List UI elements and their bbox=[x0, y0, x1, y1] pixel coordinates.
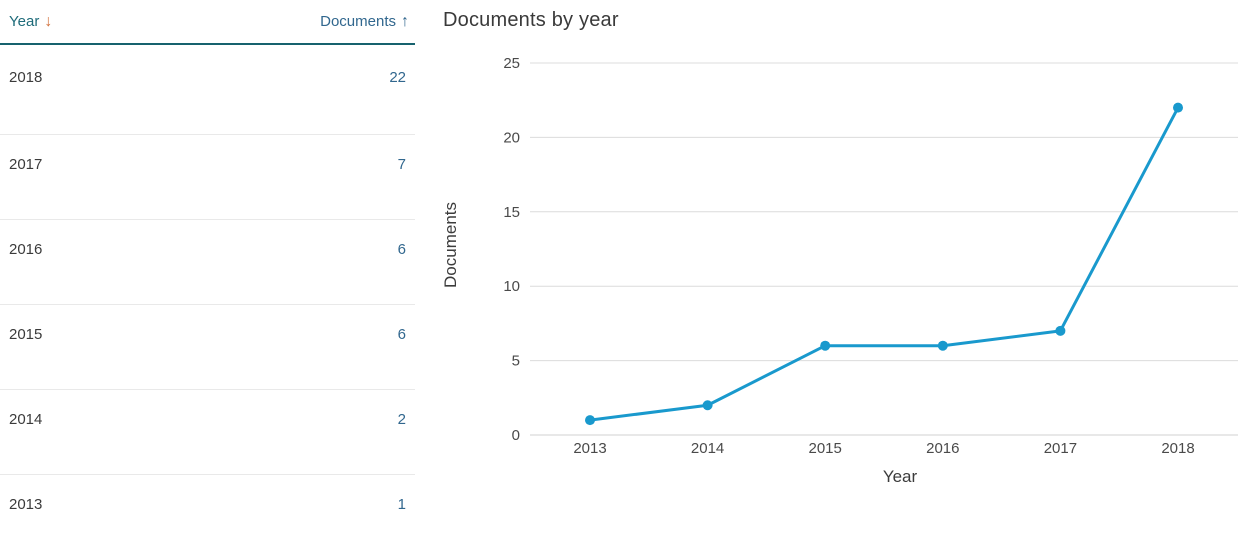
documents-count-link[interactable]: 2 bbox=[397, 411, 406, 428]
documents-count-link[interactable]: 22 bbox=[389, 69, 406, 86]
sort-ascending-arrow-icon: ↑ bbox=[401, 12, 409, 30]
documents-by-year-chart: Documents by year 0 5 10 15 20 25 2013 2014 2015… bbox=[430, 0, 1242, 511]
year-cell: 2017 bbox=[9, 156, 43, 173]
documents-column-header-label: Documents bbox=[320, 13, 396, 30]
data-point-2016[interactable] bbox=[937, 340, 948, 351]
sort-descending-arrow-icon: ↓ bbox=[44, 12, 53, 30]
y-tick-label: 5 bbox=[512, 353, 520, 370]
table-row: 2015 6 bbox=[0, 305, 415, 390]
line-chart: 0 5 10 15 20 25 2013 2014 2015 2016 2017 2018 Year Do… bbox=[441, 55, 1238, 486]
series-line bbox=[588, 106, 1180, 422]
x-tick-label: 2013 bbox=[573, 440, 606, 457]
documents-count-link[interactable]: 1 bbox=[397, 496, 406, 513]
sort-by-documents-button[interactable]: Documents ↑ bbox=[320, 12, 409, 30]
x-tick-label: 2014 bbox=[691, 440, 724, 457]
y-tick-label: 0 bbox=[512, 427, 520, 444]
y-tick-label: 20 bbox=[503, 129, 520, 146]
year-cell: 2015 bbox=[9, 326, 43, 343]
y-tick-label: 15 bbox=[503, 204, 520, 221]
year-column-header-label: Year bbox=[9, 13, 40, 30]
data-point-2018[interactable] bbox=[1173, 102, 1183, 113]
documents-count-link[interactable]: 6 bbox=[397, 326, 406, 343]
data-point-2015[interactable] bbox=[820, 340, 831, 351]
sort-by-year-button[interactable]: Year ↓ bbox=[9, 12, 53, 30]
x-axis-title: Year bbox=[883, 467, 918, 486]
x-tick-label: 2018 bbox=[1161, 440, 1194, 457]
documents-by-year-table: Year ↓ Documents ↑ 2018 22 2017 7 2016 6… bbox=[0, 0, 415, 513]
year-cell: 2014 bbox=[9, 411, 43, 428]
y-tick-label: 10 bbox=[503, 278, 520, 295]
table-row: 2017 7 bbox=[0, 135, 415, 220]
documents-count-link[interactable]: 7 bbox=[397, 156, 406, 173]
y-tick-label: 25 bbox=[503, 55, 520, 72]
x-tick-label: 2017 bbox=[1044, 440, 1077, 457]
x-tick-label: 2016 bbox=[926, 440, 959, 457]
x-tick-label: 2015 bbox=[809, 440, 842, 457]
chart-title: Documents by year bbox=[443, 9, 619, 31]
table-header: Year ↓ Documents ↑ bbox=[0, 0, 415, 45]
year-cell: 2018 bbox=[9, 69, 43, 86]
data-point-2013[interactable] bbox=[585, 415, 595, 426]
year-cell: 2013 bbox=[9, 496, 43, 513]
table-row: 2018 22 bbox=[0, 45, 415, 135]
data-point-2017[interactable] bbox=[1055, 325, 1066, 336]
table-row: 2014 2 bbox=[0, 390, 415, 475]
y-axis-title: Documents bbox=[441, 202, 460, 288]
documents-by-year-panel: Year ↓ Documents ↑ 2018 22 2017 7 2016 6… bbox=[0, 0, 1242, 513]
data-point-2014[interactable] bbox=[702, 400, 713, 411]
year-cell: 2016 bbox=[9, 241, 43, 258]
documents-count-link[interactable]: 6 bbox=[397, 241, 406, 258]
table-row: 2016 6 bbox=[0, 220, 415, 305]
table-row: 2013 1 bbox=[0, 475, 415, 560]
